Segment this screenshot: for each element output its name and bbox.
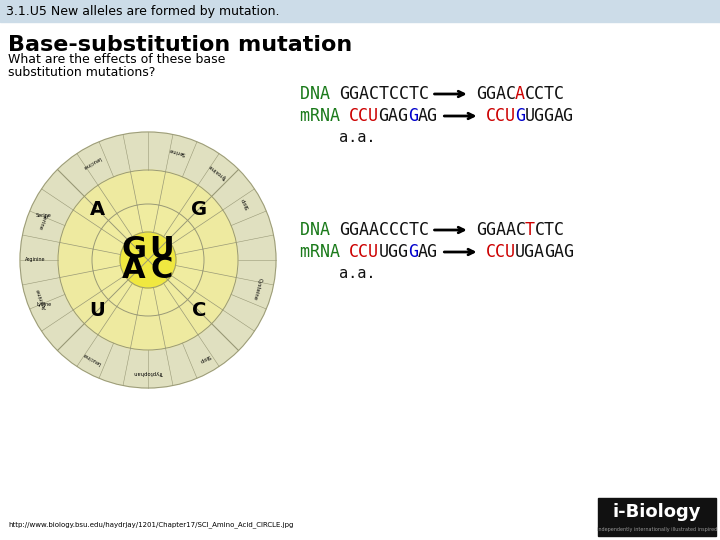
Text: Arginine: Arginine: [36, 287, 48, 310]
Text: a.a.: a.a.: [339, 130, 376, 145]
Text: GGACTCCTC: GGACTCCTC: [339, 85, 429, 103]
Text: mRNA: mRNA: [300, 107, 350, 125]
Text: CCU: CCU: [485, 107, 516, 125]
Text: G: G: [122, 235, 146, 265]
Text: GGAAC: GGAAC: [476, 221, 526, 239]
Text: C: C: [192, 301, 206, 320]
Text: G: G: [515, 107, 525, 125]
Text: AG: AG: [554, 107, 574, 125]
Circle shape: [20, 132, 276, 388]
Text: GAG: GAG: [379, 107, 408, 125]
Bar: [598, 498, 716, 536]
Text: Serine: Serine: [37, 213, 47, 230]
Text: mRNA: mRNA: [300, 243, 350, 261]
Text: CCU: CCU: [485, 243, 516, 261]
Text: A: A: [89, 200, 104, 219]
Text: substitution mutations?: substitution mutations?: [8, 66, 156, 79]
Text: a.a.: a.a.: [339, 266, 376, 280]
Text: U: U: [150, 235, 174, 265]
Text: What are the effects of these base: What are the effects of these base: [8, 53, 225, 66]
Text: Lysine: Lysine: [37, 302, 52, 307]
Text: A: A: [122, 255, 146, 285]
Circle shape: [58, 170, 238, 350]
Text: UGG: UGG: [379, 243, 408, 261]
Text: Base-substitution mutation: Base-substitution mutation: [8, 35, 352, 55]
Text: Tryptophan: Tryptophan: [133, 370, 163, 375]
Text: 3.1.U5 New alleles are formed by mutation.: 3.1.U5 New alleles are formed by mutatio…: [6, 4, 279, 17]
Text: Serine: Serine: [36, 213, 52, 218]
Text: i-Biology: i-Biology: [613, 503, 701, 522]
Text: G: G: [408, 243, 418, 261]
Text: GGAC: GGAC: [476, 85, 516, 103]
Text: U: U: [89, 301, 105, 320]
Text: Serine: Serine: [168, 146, 186, 156]
Text: T: T: [525, 221, 535, 239]
Text: CCU: CCU: [349, 107, 379, 125]
Text: Cysteine: Cysteine: [252, 278, 263, 301]
Text: G: G: [191, 200, 207, 219]
Text: Arginine: Arginine: [24, 258, 45, 262]
Text: http://www.biology.bsu.edu/haydrjay/1201/Chapter17/SCI_Amino_Acid_CIRCLE.jpg: http://www.biology.bsu.edu/haydrjay/1201…: [8, 521, 293, 528]
Text: DNA: DNA: [300, 221, 340, 239]
Text: UGG: UGG: [525, 107, 554, 125]
Text: Stop: Stop: [240, 197, 251, 210]
Text: independently internationally illustrated inspired: independently internationally illustrate…: [597, 526, 717, 532]
Text: C: C: [150, 255, 174, 285]
Text: AG: AG: [418, 107, 438, 125]
Text: CTC: CTC: [534, 221, 564, 239]
Text: CCTC: CCTC: [525, 85, 564, 103]
Text: GAG: GAG: [544, 243, 575, 261]
Circle shape: [120, 232, 176, 288]
Circle shape: [92, 204, 204, 316]
Text: A: A: [515, 85, 525, 103]
Text: CCU: CCU: [349, 243, 379, 261]
Bar: [0, 0, 720, 22]
Text: G: G: [408, 107, 418, 125]
Text: UGA: UGA: [515, 243, 545, 261]
Text: Leucine: Leucine: [81, 350, 102, 365]
Text: Stop: Stop: [198, 353, 211, 363]
Text: DNA: DNA: [300, 85, 340, 103]
Text: Leucine: Leucine: [81, 155, 102, 170]
Text: GGAACCCTC: GGAACCCTC: [339, 221, 429, 239]
Text: AG: AG: [418, 243, 438, 261]
Text: Tyrosine: Tyrosine: [207, 163, 228, 180]
